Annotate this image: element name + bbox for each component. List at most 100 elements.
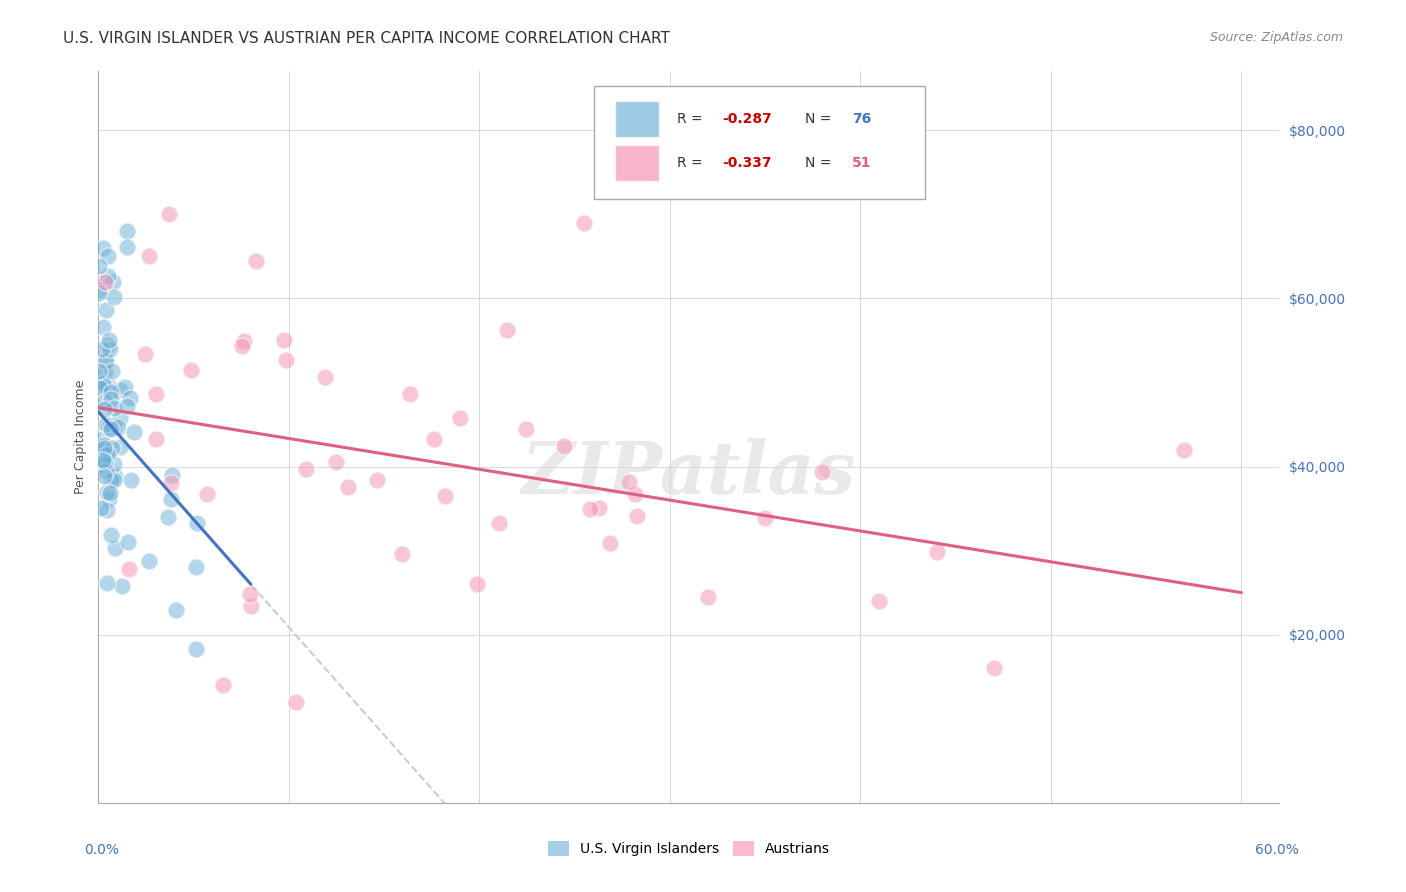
Point [97,268,120,283]
Point [89,259,111,273]
Text: N =: N = [804,112,835,126]
Point [1173,442,1195,457]
Point [138,554,160,568]
Text: R =: R = [678,156,707,169]
Point [101,363,124,377]
Point [572,216,595,230]
Text: 76: 76 [852,112,872,126]
Point [868,594,890,608]
Point [94,365,117,379]
Point [423,432,446,446]
Point [96,417,118,431]
Point [122,425,145,439]
Point [273,334,295,348]
Point [697,591,720,605]
Point [488,516,510,530]
Point [232,334,254,348]
Point [100,385,122,400]
Point [94,354,117,368]
Point [93,441,115,455]
Point [811,465,834,479]
Point [579,502,602,516]
Point [231,339,253,353]
Point [240,599,263,613]
Point [295,462,318,476]
Point [617,475,640,489]
Point [366,473,388,487]
Point [108,440,131,454]
Point [925,545,948,559]
Point [100,528,122,542]
Point [624,487,647,501]
Point [89,381,111,395]
Point [626,509,648,524]
Text: -0.287: -0.287 [723,112,772,126]
Point [96,485,118,500]
Point [391,547,413,561]
Point [180,363,202,377]
Point [145,387,167,401]
Point [399,386,422,401]
Point [115,240,138,254]
Text: 0.0%: 0.0% [84,843,118,857]
Point [588,501,610,516]
Point [100,473,122,487]
Point [96,576,118,591]
Point [108,383,131,397]
Point [103,401,125,415]
Point [89,283,111,297]
Point [496,323,519,337]
Point [314,370,336,384]
Point [96,503,118,517]
Point [91,453,114,467]
Point [94,455,117,469]
Point [239,587,262,601]
Point [97,491,120,506]
Point [197,487,219,501]
Point [98,485,121,500]
Point [93,438,115,452]
Text: 60.0%: 60.0% [1254,843,1299,857]
Point [145,432,167,446]
Point [118,561,141,575]
FancyBboxPatch shape [595,86,925,200]
Point [91,241,114,255]
Point [117,224,139,238]
Point [114,380,136,394]
Point [94,354,117,368]
Point [94,448,117,462]
Point [90,432,112,446]
Y-axis label: Per Capita Income: Per Capita Income [75,380,87,494]
Text: U.S. VIRGIN ISLANDER VS AUSTRIAN PER CAPITA INCOME CORRELATION CHART: U.S. VIRGIN ISLANDER VS AUSTRIAN PER CAP… [63,31,671,46]
Point [159,491,181,506]
Point [89,285,111,300]
Point [100,422,122,436]
Text: R =: R = [678,112,707,126]
Bar [614,145,659,181]
Point [212,678,235,692]
Point [91,319,114,334]
Point [285,695,308,709]
Point [157,207,180,221]
Point [108,410,131,425]
Point [91,343,114,357]
Point [184,559,207,574]
Point [103,290,125,304]
Point [98,342,121,356]
Point [553,439,575,453]
Point [93,469,115,483]
Point [89,364,111,378]
Point [93,402,115,417]
Point [94,275,117,289]
Point [103,420,125,434]
Point [93,394,115,409]
Point [97,249,120,263]
Point [515,422,537,436]
Point [97,338,120,352]
Point [97,378,120,392]
Point [754,510,776,524]
Point [96,464,118,478]
Point [97,446,120,460]
Text: Source: ZipAtlas.com: Source: ZipAtlas.com [1209,31,1343,45]
Text: N =: N = [804,156,835,169]
